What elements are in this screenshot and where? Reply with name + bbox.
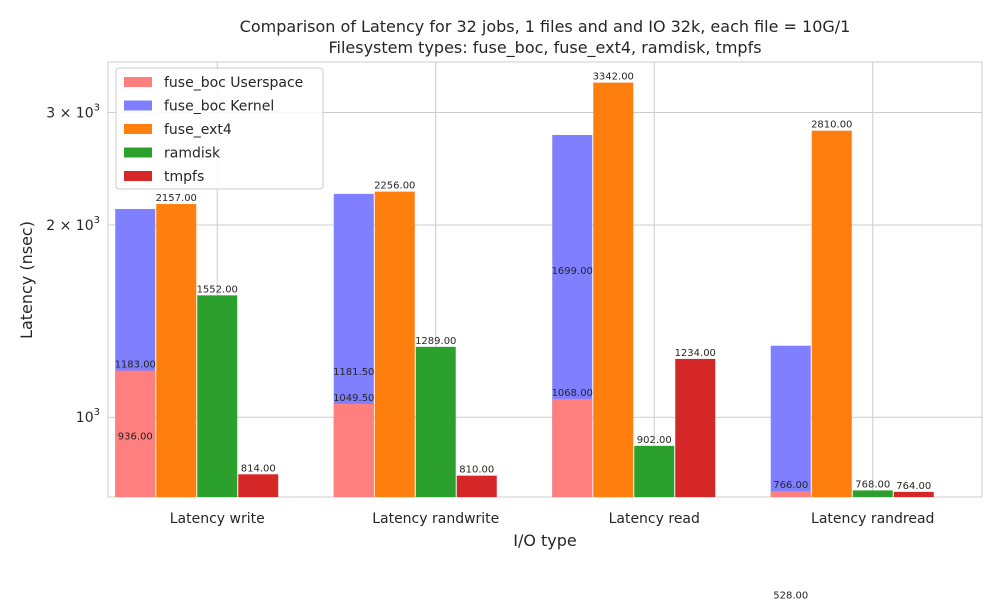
y-axis-label: Latency (nsec) [17,221,36,339]
chart-title-line1: Comparison of Latency for 32 jobs, 1 fil… [240,17,851,36]
bars [115,82,934,498]
bar-fuse-boc-kernel [770,345,811,497]
bar-fuse-boc-userspace [770,491,811,497]
bar-value-label: 2810.00 [811,120,852,131]
bar-ramdisk [634,445,675,497]
bar-fuse-ext4 [374,191,415,497]
x-tick-label: Latency write [170,511,265,527]
bar-value-label: 766.00 [773,480,808,491]
bar-value-label: 936.00 [118,432,153,443]
legend-swatch [124,77,152,87]
bar-value-label: 528.00 [773,590,808,600]
y-tick-label: 2 × 103 [46,215,100,234]
bar-value-label: 810.00 [459,465,494,476]
bar-value-label: 764.00 [896,481,931,492]
bar-fuse-ext4 [811,130,852,497]
y-tick-labels: 103 2 × 103 3 × 103 [46,103,100,427]
legend-box [115,67,324,190]
bar-value-label: 3342.00 [593,72,634,83]
bar-ramdisk [197,295,238,497]
bar-value-label: 814.00 [241,463,276,474]
bar-tmpfs [238,474,279,497]
legend-entry: tmpfs [164,169,204,185]
bar-value-labels: 1183.00 936.00 2157.00 1552.00 814.00 1049.50… [115,72,932,600]
bar-fuse-ext4 [593,82,634,498]
bar-value-label: 1068.00 [552,388,593,399]
x-tick-label: Latency randwrite [372,511,499,527]
bar-value-label: 2157.00 [156,193,197,204]
bar-fuse-boc-userspace [333,403,374,497]
bar-value-label: 1289.00 [415,336,456,347]
bar-fuse-ext4 [156,204,197,497]
bar-fuse-boc-userspace [552,398,593,497]
bar-fuse-boc-userspace [115,370,156,497]
x-tick-label: Latency read [609,511,700,527]
bar-value-label: 1552.00 [197,284,238,295]
bar-value-label: 1049.50 [333,393,374,404]
legend-entry: fuse_boc Userspace [164,75,303,91]
legend-swatch [124,124,152,134]
bar-value-label: 1181.50 [333,367,374,378]
legend-entry: fuse_ext4 [164,122,232,138]
x-axis-label: I/O type [513,531,577,550]
bar-ramdisk [852,490,893,497]
legend-swatch [124,147,152,158]
bar-value-label: 768.00 [855,479,890,490]
bar-value-label: 1234.00 [675,348,716,359]
legend-swatch [124,171,152,181]
legend: fuse_boc Userspace fuse_boc Kernel fuse_ex… [115,67,324,190]
bar-value-label: 1183.00 [115,360,156,371]
y-tick-label: 103 [76,407,100,426]
legend-entry: fuse_boc Kernel [164,99,274,115]
bar-tmpfs [893,491,934,497]
bar-tmpfs [675,358,716,497]
bar-value-label: 902.00 [637,435,672,446]
bar-value-label: 1699.00 [552,266,593,277]
bar-tmpfs [456,475,497,497]
bar-ramdisk [415,346,456,497]
bar-value-label: 2256.00 [374,181,415,192]
legend-entry: ramdisk [164,146,221,162]
chart-title-line2: Filesystem types: fuse_boc, fuse_ext4, r… [328,38,761,58]
x-tick-label: Latency randread [811,511,934,527]
y-tick-label: 3 × 103 [46,103,100,122]
legend-swatch [124,100,152,111]
x-tick-labels: Latency write Latency randwrite Latency re… [170,511,935,527]
